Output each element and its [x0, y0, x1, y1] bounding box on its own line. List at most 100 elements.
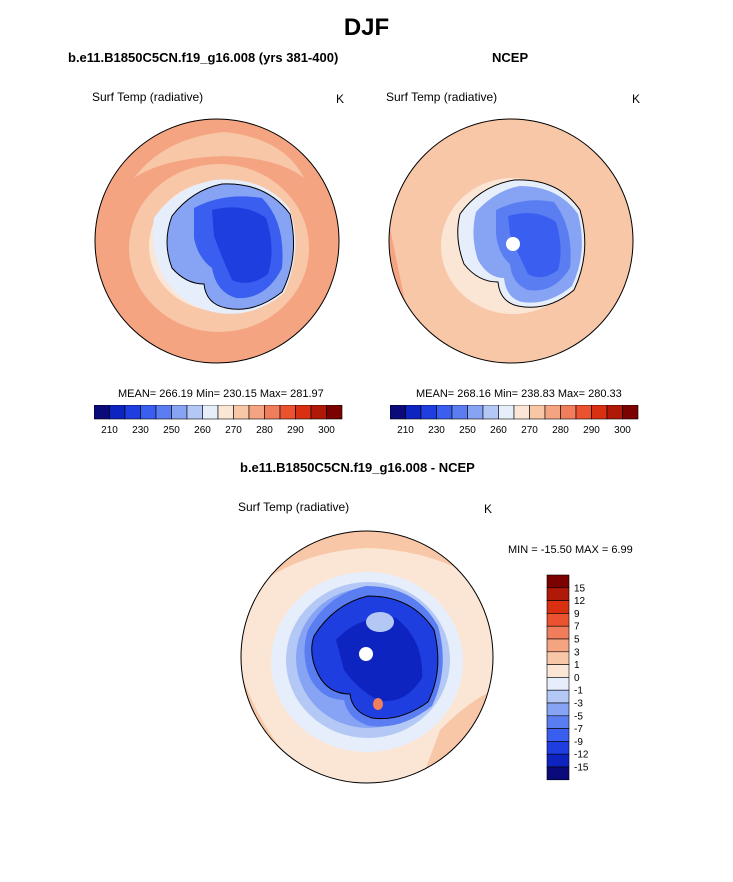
colorbar-box — [546, 664, 570, 678]
panel-left-variable: Surf Temp (radiative) — [92, 90, 204, 104]
colorbar-box — [546, 741, 570, 755]
colorbar-box — [326, 405, 343, 420]
colorbar-box — [591, 405, 608, 420]
colorbar-tick-label: 300 — [614, 425, 631, 436]
colorbar-tick-label: 260 — [490, 425, 507, 436]
map-diff-pole-mask — [359, 647, 373, 661]
colorbar-box — [233, 405, 250, 420]
panel-right-variable: Surf Temp (radiative) — [386, 90, 498, 104]
colorbar-box — [546, 638, 570, 653]
colorbar-tick-label: 300 — [318, 425, 335, 436]
colorbar-box — [546, 677, 570, 691]
colorbar-box — [405, 405, 422, 420]
colorbar-box — [202, 405, 219, 420]
colorbar-tick-label: -12 — [574, 750, 589, 761]
colorbar-box — [546, 625, 570, 640]
colorbar-tick-label: 12 — [574, 596, 586, 607]
colorbar-box — [546, 600, 570, 614]
colorbar-tick-label: -1 — [574, 686, 583, 697]
colorbar-tick-label: 280 — [256, 425, 273, 436]
colorbar-box — [546, 728, 570, 742]
colorbar-box — [264, 405, 281, 420]
colorbar-tick-label: 210 — [101, 425, 118, 436]
colorbar-tick-label: 290 — [287, 425, 304, 436]
colorbar-box — [467, 405, 484, 420]
colorbar-tick-label: 270 — [225, 425, 242, 436]
colorbar-box — [390, 405, 406, 420]
colorbar-box — [546, 702, 570, 717]
colorbar-box — [109, 405, 126, 420]
colorbar-tick-label: 3 — [574, 647, 580, 658]
colorbar-tick-label: -7 — [574, 724, 583, 735]
map-diff — [240, 530, 494, 784]
page-title: DJF — [343, 14, 390, 41]
colorbar-tick-label: 7 — [574, 622, 580, 633]
panel-left-subtitle: b.e11.B1850C5CN.f19_g16.008 (yrs 381-400… — [68, 50, 339, 65]
panel-right-subtitle: NCEP — [492, 50, 529, 65]
colorbar-tick-label: 9 — [574, 609, 580, 620]
colorbar-box — [575, 405, 592, 420]
diff-minmax: MIN = -15.50 MAX = 6.99 — [508, 544, 633, 556]
colorbar-tick-label: 260 — [194, 425, 211, 436]
colorbar-tick-label: -5 — [574, 711, 583, 722]
diff-units: K — [484, 502, 493, 516]
map-left-model — [94, 118, 340, 364]
colorbar-tick-label: 1 — [574, 660, 580, 671]
colorbar-box — [248, 405, 265, 420]
colorbar-box — [546, 715, 570, 729]
colorbar-box — [420, 405, 437, 420]
colorbar-diff: 15 12 9 7 53 1 0 -1 -3-5 -7 -9 -12 -15 — [546, 574, 589, 781]
colorbar-box — [546, 613, 570, 627]
colorbar-box — [498, 405, 515, 420]
map-right-ncep — [388, 118, 634, 364]
colorbar-box — [560, 405, 577, 420]
colorbar-box — [436, 405, 453, 420]
colorbar-box — [529, 405, 546, 420]
colorbar-box — [171, 405, 188, 420]
colorbar-box — [186, 405, 203, 420]
colorbar-tick-label: 270 — [521, 425, 538, 436]
colorbar-box — [546, 574, 570, 589]
colorbar-box — [310, 405, 327, 420]
colorbar-tick-label: 210 — [397, 425, 414, 436]
colorbar-box — [622, 405, 639, 420]
colorbar-box — [295, 405, 312, 420]
colorbar-tick-label: -9 — [574, 737, 583, 748]
panel-right-stats: MEAN= 268.16 Min= 238.83 Max= 280.33 — [416, 388, 622, 400]
colorbar-tick-label: -3 — [574, 699, 583, 710]
colorbar-box — [546, 587, 570, 601]
colorbar-right: 210 230 250 260 270 280 290 300 — [390, 405, 639, 436]
colorbar-tick-label: 250 — [163, 425, 180, 436]
colorbar-box — [544, 405, 561, 420]
map-right-pole-mask — [506, 237, 520, 251]
panel-left-stats: MEAN= 266.19 Min= 230.15 Max= 281.97 — [118, 388, 324, 400]
colorbar-tick-label: 230 — [132, 425, 149, 436]
colorbar-box — [513, 405, 530, 420]
colorbar-tick-label: 230 — [428, 425, 445, 436]
panel-right-units: K — [632, 92, 641, 106]
colorbar-box — [217, 405, 234, 420]
colorbar-box — [279, 405, 296, 420]
colorbar-tick-label: -15 — [574, 763, 589, 774]
colorbar-tick-label: 0 — [574, 673, 580, 684]
colorbar-box — [546, 651, 570, 665]
colorbar-box — [155, 405, 172, 420]
colorbar-box — [546, 766, 570, 781]
colorbar-tick-label: 290 — [583, 425, 600, 436]
colorbar-box — [546, 753, 570, 768]
colorbar-tick-label: 250 — [459, 425, 476, 436]
colorbar-box — [140, 405, 157, 420]
colorbar-box — [94, 405, 110, 420]
diff-subtitle: b.e11.B1850C5CN.f19_g16.008 - NCEP — [240, 460, 475, 475]
diff-variable: Surf Temp (radiative) — [238, 500, 350, 514]
colorbar-box — [606, 405, 623, 420]
panel-left-units: K — [336, 92, 345, 106]
colorbar-tick-label: 5 — [574, 635, 580, 646]
colorbar-tick-label: 280 — [552, 425, 569, 436]
colorbar-box — [451, 405, 468, 420]
colorbar-box — [546, 689, 570, 704]
colorbar-box — [482, 405, 499, 420]
colorbar-box — [124, 405, 141, 420]
colorbar-tick-label: 15 — [574, 583, 586, 594]
colorbar-left: 210 230 250 260 270 280 290 300 — [94, 405, 343, 436]
